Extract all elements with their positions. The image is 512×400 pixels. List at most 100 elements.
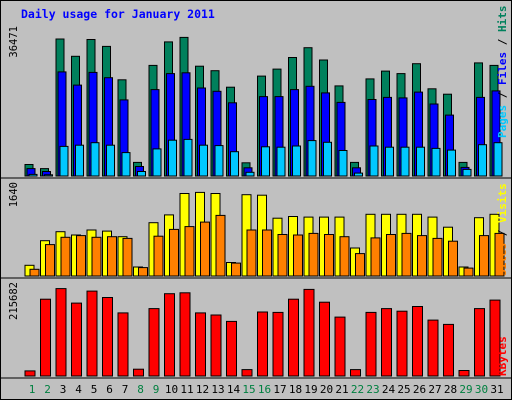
day-label-31: 31 <box>490 383 503 396</box>
bar-pages-day-8 <box>137 171 146 177</box>
series-sites <box>29 214 505 277</box>
legend-hits: Hits <box>496 6 509 33</box>
bar-sites-day-17 <box>277 234 288 277</box>
panel-top <box>24 36 503 177</box>
day-label-1: 1 <box>29 383 36 396</box>
bar-kbytes-day-2 <box>40 298 51 377</box>
bar-kbytes-day-1 <box>24 370 36 377</box>
bar-sites-day-23 <box>370 237 381 277</box>
day-label-20: 20 <box>320 383 333 396</box>
bar-sites-day-18 <box>293 234 303 277</box>
bar-kbytes-day-23 <box>365 311 377 377</box>
bar-sites-day-9 <box>153 235 164 277</box>
bar-kbytes-day-30 <box>474 308 485 377</box>
bar-sites-day-14 <box>231 262 241 277</box>
bar-sites-day-7 <box>122 237 133 277</box>
series-files <box>26 71 501 177</box>
day-label-24: 24 <box>382 383 396 396</box>
bar-pages-day-16 <box>261 146 270 177</box>
bar-sites-day-11 <box>184 226 195 277</box>
day-label-18: 18 <box>289 383 302 396</box>
day-label-19: 19 <box>304 383 317 396</box>
bar-pages-day-2 <box>44 174 53 177</box>
bar-pages-day-30 <box>478 144 487 177</box>
legend-sites: Sites <box>496 243 509 276</box>
series-pages <box>28 138 503 177</box>
bar-pages-day-9 <box>152 148 162 177</box>
bar-sites-day-2 <box>45 244 55 277</box>
bar-pages-day-25 <box>400 146 410 177</box>
day-label-16: 16 <box>258 383 271 396</box>
bar-kbytes-day-16 <box>257 311 268 377</box>
bar-kbytes-day-6 <box>102 297 113 377</box>
bar-sites-day-31 <box>494 232 505 277</box>
bar-pages-day-21 <box>338 150 348 177</box>
bar-sites-day-4 <box>76 235 86 277</box>
bar-pages-day-27 <box>431 147 441 177</box>
day-label-28: 28 <box>444 383 457 396</box>
bar-kbytes-day-18 <box>288 298 299 377</box>
day-label-7: 7 <box>122 383 129 396</box>
bar-pages-day-23 <box>369 145 379 177</box>
bar-kbytes-day-7 <box>117 312 129 377</box>
day-label-10: 10 <box>165 383 178 396</box>
day-label-21: 21 <box>335 383 348 396</box>
legend-kbytes: KBytes <box>496 336 509 376</box>
bar-sites-day-8 <box>138 267 148 277</box>
legend-separator: / <box>496 85 509 105</box>
bar-kbytes-day-25 <box>396 310 408 377</box>
bar-pages-day-19 <box>307 140 317 177</box>
y-max-label-middle: 1640 <box>8 182 20 207</box>
legend-separator: / <box>496 32 509 52</box>
bar-sites-day-12 <box>200 221 210 277</box>
bar-pages-day-14 <box>230 151 239 177</box>
bar-pages-day-29 <box>462 168 472 177</box>
bar-sites-day-6 <box>107 236 117 277</box>
bar-kbytes-day-20 <box>319 301 330 377</box>
bar-sites-day-27 <box>432 237 443 277</box>
bar-pages-day-28 <box>447 149 456 177</box>
bar-kbytes-day-10 <box>164 293 175 377</box>
day-label-12: 12 <box>196 383 209 396</box>
legend-bottom: KBytes <box>496 336 509 376</box>
bar-pages-day-18 <box>292 145 301 177</box>
bar-sites-day-26 <box>417 235 427 277</box>
bar-pages-day-24 <box>385 146 394 177</box>
bar-kbytes-day-14 <box>226 320 237 377</box>
day-label-13: 13 <box>211 383 224 396</box>
bar-pages-day-17 <box>276 146 286 177</box>
bar-pages-day-10 <box>168 139 177 177</box>
legend-middle: Sites / Visits <box>496 183 509 276</box>
day-label-2: 2 <box>44 383 51 396</box>
legend-visits: Visits <box>496 183 509 223</box>
bar-sites-day-22 <box>355 253 365 277</box>
day-label-8: 8 <box>137 383 144 396</box>
bar-sites-day-5 <box>91 236 102 277</box>
bar-pages-day-12 <box>199 144 208 177</box>
bar-sites-day-10 <box>169 228 179 277</box>
bar-pages-day-15 <box>245 171 255 177</box>
bar-sites-day-16 <box>262 229 272 277</box>
bar-pages-day-4 <box>75 144 84 177</box>
chart-panels <box>24 36 505 377</box>
bar-pages-day-6 <box>106 144 115 177</box>
bar-kbytes-day-13 <box>210 314 222 377</box>
day-label-25: 25 <box>397 383 410 396</box>
bar-kbytes-day-28 <box>443 323 454 377</box>
bar-kbytes-day-29 <box>458 370 470 377</box>
y-max-label-top: 36471 <box>8 26 20 58</box>
legend-separator: / <box>496 223 509 243</box>
panel-separators <box>0 177 512 379</box>
bar-kbytes-day-3 <box>55 288 67 377</box>
y-max-label-bottom: 215682 <box>8 282 20 320</box>
bar-kbytes-day-4 <box>71 302 82 377</box>
bar-pages-day-20 <box>323 141 332 177</box>
bar-pages-day-7 <box>121 152 131 177</box>
series-kbytes <box>24 288 501 377</box>
bar-kbytes-day-24 <box>381 308 392 377</box>
bar-pages-day-13 <box>214 145 224 177</box>
bar-pages-day-3 <box>59 145 69 177</box>
bar-kbytes-day-31 <box>489 299 501 377</box>
